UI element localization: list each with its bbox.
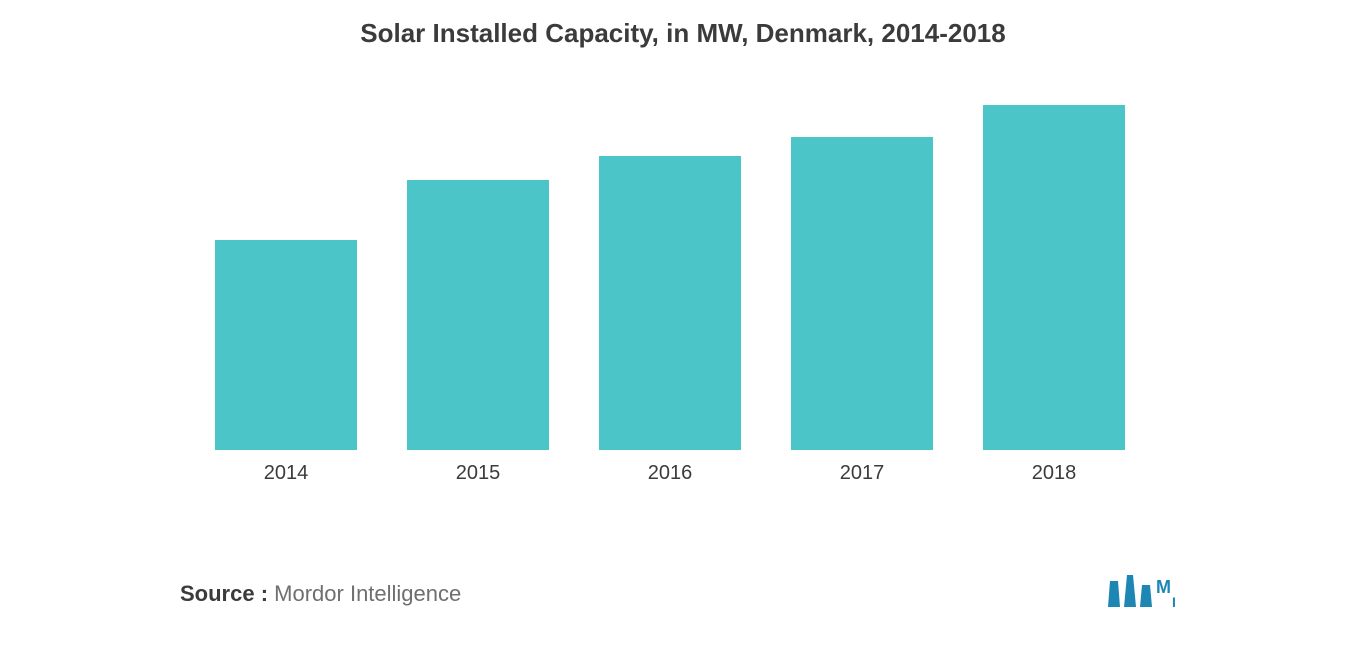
bar xyxy=(983,105,1125,450)
x-axis-label: 2018 xyxy=(1032,462,1077,485)
bar xyxy=(215,240,357,450)
svg-text:M: M xyxy=(1156,577,1171,597)
x-axis-label: 2017 xyxy=(840,462,885,485)
chart-container: Solar Installed Capacity, in MW, Denmark… xyxy=(0,0,1366,655)
plot-area: 20142015201620172018 xyxy=(215,70,1135,450)
x-axis-label: 2014 xyxy=(264,462,309,485)
logo-text: M I xyxy=(1156,577,1176,610)
source-text: Mordor Intelligence xyxy=(274,581,461,606)
logo-bars xyxy=(1108,575,1152,607)
chart-title: Solar Installed Capacity, in MW, Denmark… xyxy=(0,18,1366,49)
x-axis-label: 2016 xyxy=(648,462,693,485)
bar xyxy=(599,156,741,450)
svg-text:I: I xyxy=(1172,594,1176,610)
x-axis-label: 2015 xyxy=(456,462,501,485)
bar xyxy=(407,180,549,450)
source-label: Source : xyxy=(180,581,268,606)
mordor-logo-icon: M I xyxy=(1106,573,1186,615)
footer: Source : Mordor Intelligence M I xyxy=(180,573,1186,615)
bar xyxy=(791,137,933,450)
source-line: Source : Mordor Intelligence xyxy=(180,581,461,607)
